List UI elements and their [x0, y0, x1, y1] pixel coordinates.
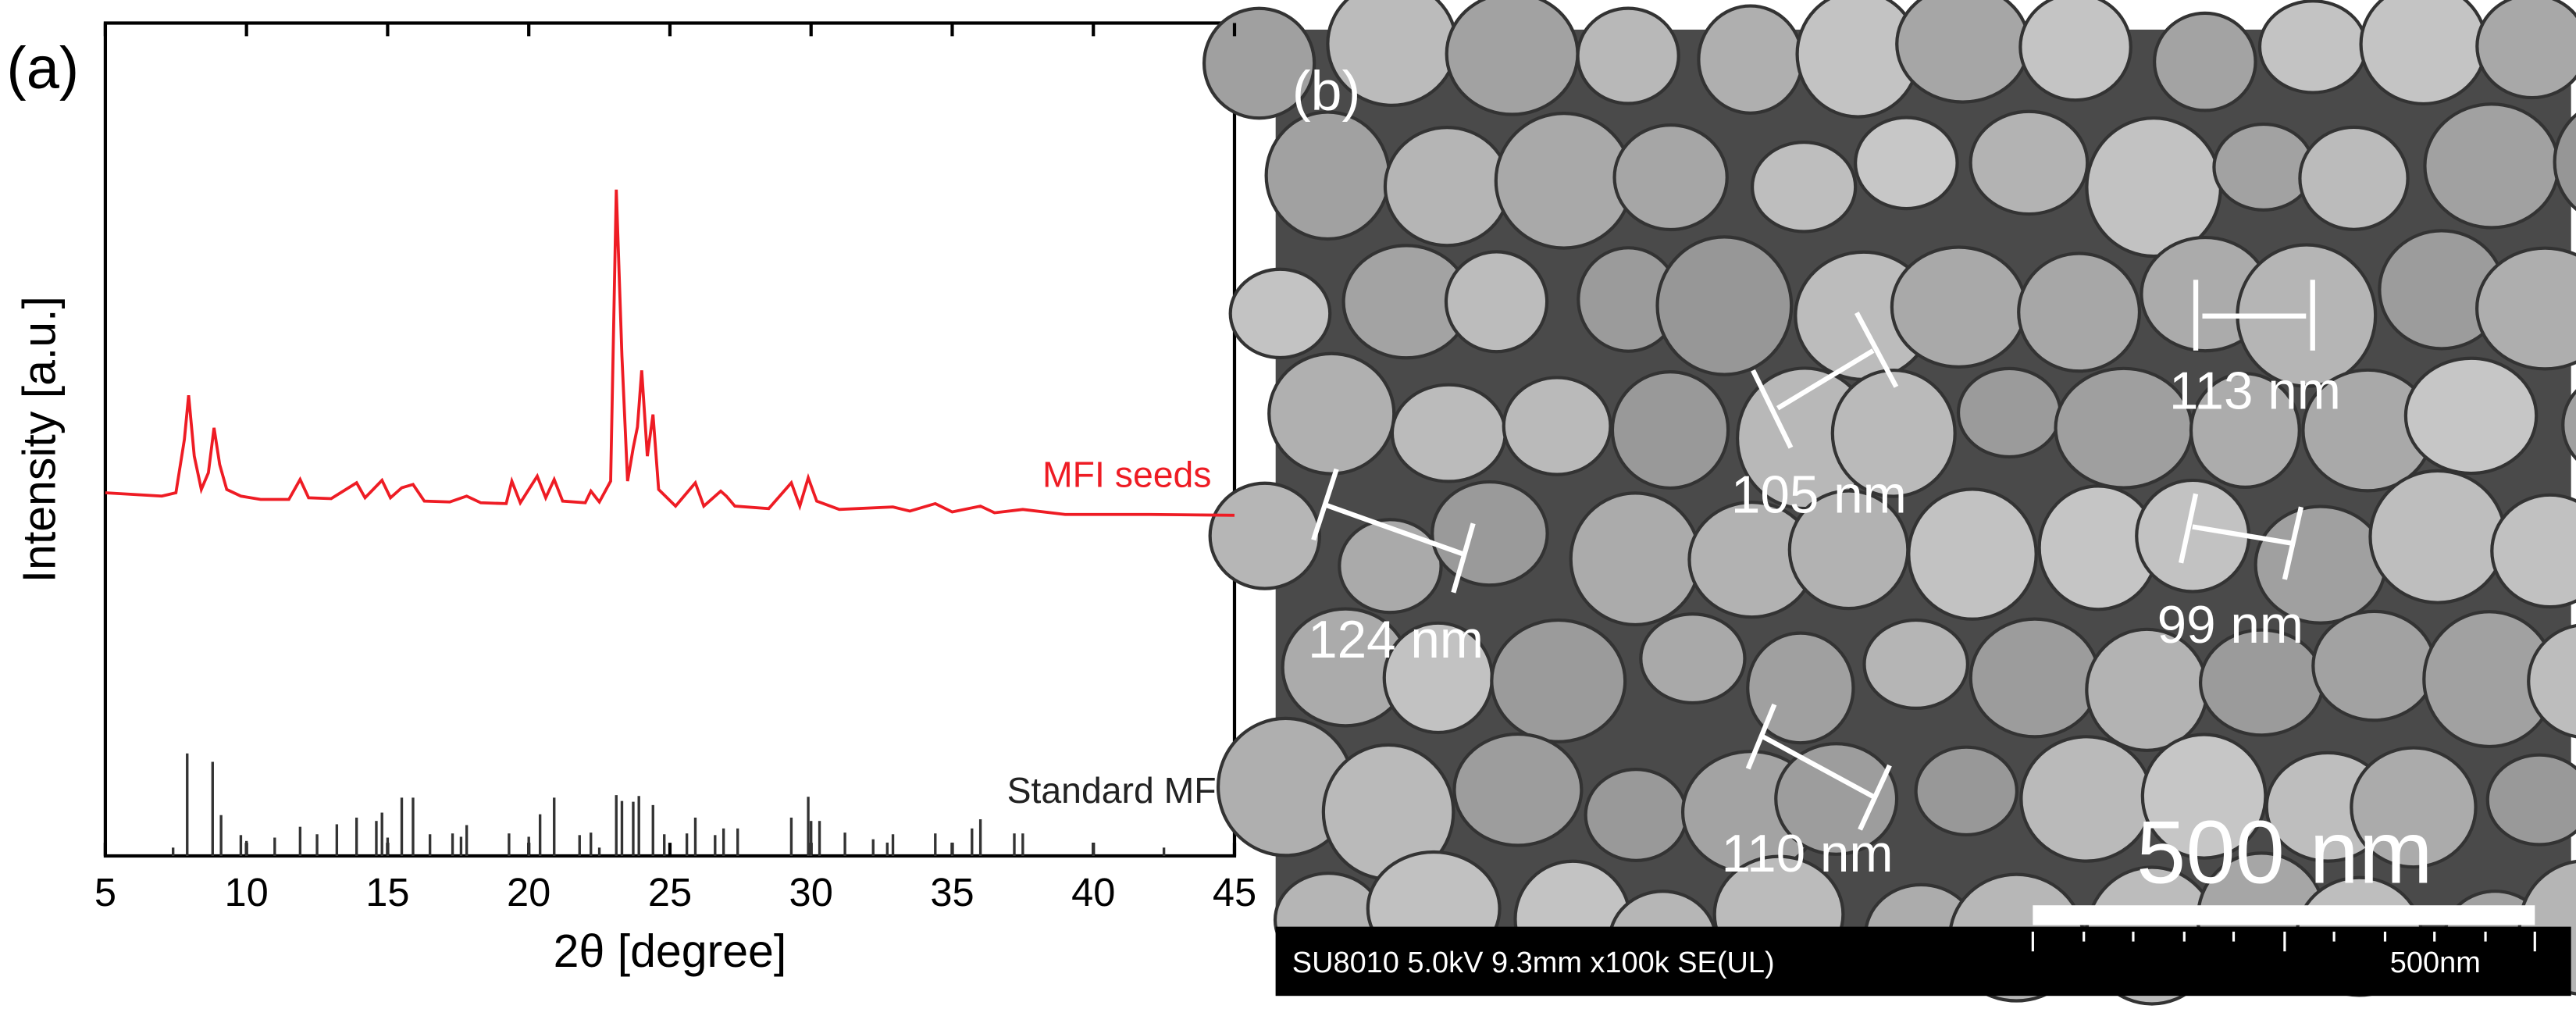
particle: [1445, 0, 1580, 116]
particle: [2140, 733, 2268, 860]
measurement-label: 99 nm: [2157, 596, 2303, 654]
particle: [2561, 389, 2576, 461]
x-tick-label: 25: [648, 870, 692, 915]
x-tick-label: 45: [1213, 870, 1256, 915]
particle: [1830, 368, 1957, 498]
particle: [1576, 6, 1680, 105]
particle: [1383, 126, 1511, 248]
sem-image: (b) 105 nm 113 nm 124 nm 99 nm 110 nm 50…: [1202, 0, 2576, 1006]
measurement-label: 124 nm: [1308, 611, 1484, 669]
particle: [1584, 768, 1689, 862]
x-tick-label: 30: [789, 870, 833, 915]
particle: [2403, 356, 2539, 476]
particle: [2311, 609, 2437, 722]
particle: [1431, 480, 1549, 587]
particle: [2553, 112, 2576, 212]
particle: [1208, 481, 1322, 590]
particle: [1774, 742, 1899, 856]
particle: [1697, 4, 1805, 115]
particle: [1444, 250, 1549, 354]
particle: [1569, 491, 1701, 627]
particle: [1890, 245, 2028, 369]
particle: [1390, 383, 1507, 483]
particle: [1612, 123, 1729, 232]
particle: [1969, 617, 2101, 739]
particle: [1202, 6, 1317, 120]
scale-bar-label: 500 nm: [2136, 803, 2433, 902]
data-line: [105, 189, 1235, 517]
scale-bar: [2033, 905, 2535, 925]
particle: [2085, 116, 2223, 258]
particle: [1338, 518, 1443, 615]
x-tick-label: 5: [94, 870, 116, 915]
x-tick-label: 35: [930, 870, 974, 915]
particle: [2212, 122, 2315, 212]
particle: [2475, 0, 2576, 100]
info-text: SU8010 5.0kV 9.3mm x100k SE(UL): [1292, 947, 1775, 979]
particle: [1264, 110, 1391, 241]
panel-label: (a): [6, 35, 79, 102]
particle: [2423, 102, 2560, 230]
x-tick-label: 10: [225, 870, 269, 915]
particle: [1854, 116, 1959, 211]
x-tick-label: 15: [365, 870, 409, 915]
particle: [1862, 618, 1969, 711]
info-bar-ruler: [2031, 931, 2536, 952]
y-axis-label: Intensity [a.u.]: [13, 296, 65, 583]
particle: [2019, 735, 2154, 863]
particle: [1502, 376, 1612, 476]
measurement-arrows: [1311, 280, 2315, 831]
measurement-label: 105 nm: [1731, 465, 1907, 524]
particle: [2368, 469, 2507, 604]
particle: [1655, 235, 1794, 376]
particle: [1969, 109, 2090, 216]
measurement-label: 110 nm: [1722, 825, 1894, 883]
info-scale: 500nm: [2390, 947, 2481, 979]
particle: [2298, 125, 2410, 231]
particle: [1610, 369, 1730, 490]
particle: [1907, 487, 2038, 621]
particle: [2359, 0, 2488, 106]
x-axis-label: 2θ [degree]: [554, 925, 787, 977]
particle: [2490, 493, 2576, 609]
panel-label: (b): [1292, 60, 1361, 123]
particle: [1750, 141, 1858, 234]
particle: [2018, 0, 2132, 102]
particle: [1228, 267, 1332, 360]
particle: [1267, 351, 1396, 476]
series-label: MFI seeds: [1042, 454, 1211, 494]
particle: [1490, 618, 1627, 743]
x-tick-label: 40: [1071, 870, 1115, 915]
particle: [2017, 251, 2142, 373]
particle: [1895, 0, 2031, 104]
particle: [2257, 0, 2368, 94]
particle: [2475, 246, 2576, 371]
particle: [2152, 11, 2257, 112]
particle: [2189, 372, 2301, 490]
particle: [2485, 753, 2576, 847]
particle: [1746, 631, 1855, 745]
info-bar: [1275, 926, 2571, 997]
particle: [1452, 732, 1584, 847]
series-label: Standard MFI: [1007, 770, 1227, 811]
x-tick-label: 20: [507, 870, 550, 915]
particle: [2527, 623, 2576, 739]
particle: [1494, 112, 1634, 250]
particle: [2350, 746, 2478, 869]
plot-frame: [103, 21, 1237, 858]
particle: [1956, 366, 2062, 459]
measurement-label: 113 nm: [2169, 362, 2341, 421]
particle: [1914, 745, 2018, 837]
particle: [1639, 612, 1747, 705]
